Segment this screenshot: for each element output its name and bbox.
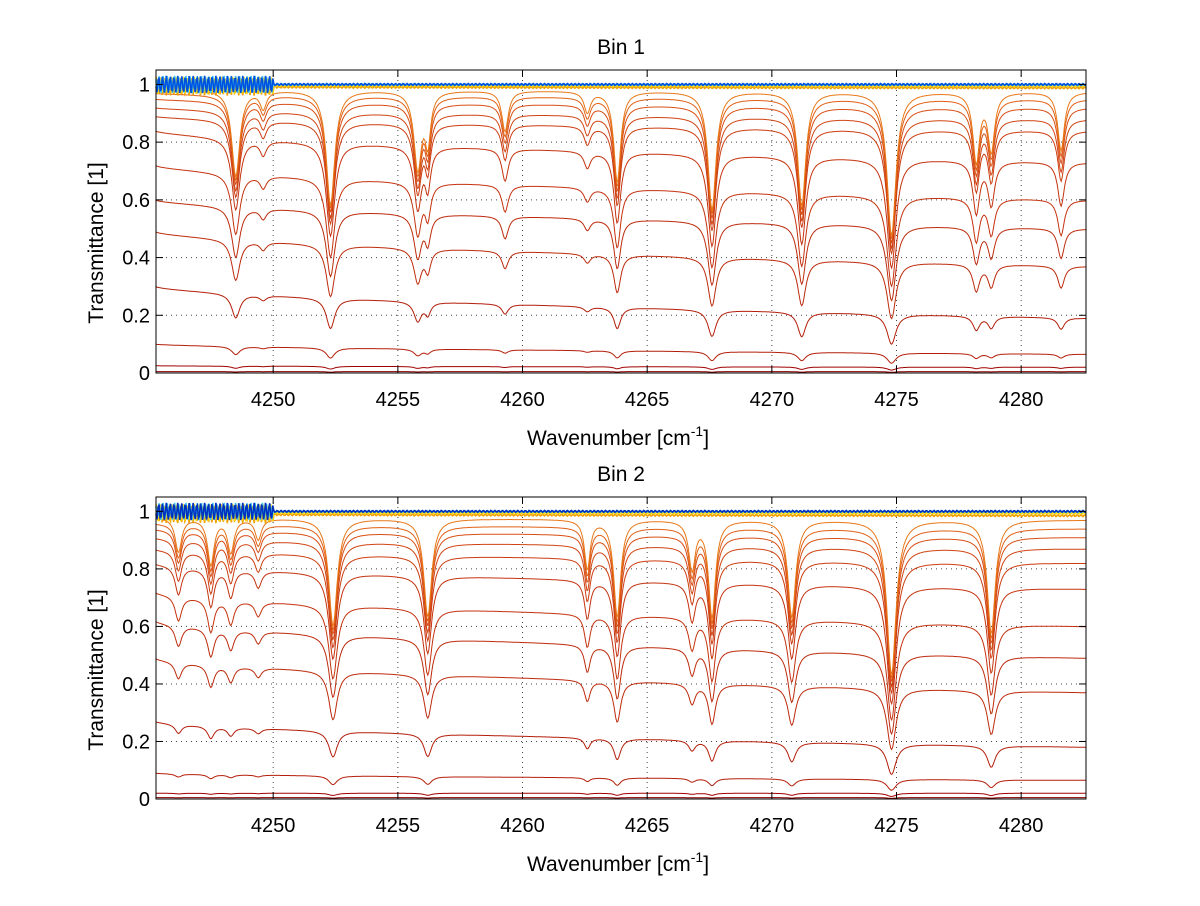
series-line-s2 — [156, 792, 1086, 797]
series-line-s10 — [155, 538, 1086, 689]
series-line-s2 — [156, 365, 1086, 371]
series-line-s6 — [155, 199, 1087, 302]
x-axis-label-sup: -1 — [691, 849, 704, 865]
series-line-s10 — [155, 107, 1087, 251]
x-axis-label-main: Wavenumber [cm — [527, 853, 691, 876]
y-tick-label: 0.6 — [122, 190, 150, 212]
series-line-s3 — [155, 772, 1086, 791]
x-axis-label-end: ] — [703, 853, 709, 876]
series-line-s9 — [155, 549, 1087, 695]
series-line-s6 — [155, 621, 1086, 736]
y-axis-label: Transmittance [1] — [85, 589, 108, 750]
y-tick-label: 0.2 — [122, 305, 150, 327]
series-line-s4 — [155, 286, 1086, 345]
series-line-s14 — [155, 77, 1087, 97]
series-line-s5 — [155, 658, 1087, 751]
series-line-s3 — [155, 343, 1086, 364]
y-tick-label: 0.4 — [122, 248, 150, 270]
subplot-title: Bin 2 — [597, 463, 645, 486]
x-tick-label: 4255 — [376, 389, 421, 411]
x-tick-label: 4250 — [251, 389, 296, 411]
y-tick-label: 0.8 — [122, 132, 150, 154]
series-line-s1 — [156, 797, 1086, 799]
x-axis-label: Wavenumber [cm-1] — [527, 423, 709, 450]
series-line-s4 — [155, 721, 1086, 776]
x-tick-label: 4255 — [376, 815, 421, 837]
x-tick-label: 4265 — [625, 389, 670, 411]
subplot-title: Bin 1 — [597, 36, 645, 59]
series-line-s5 — [155, 231, 1086, 320]
y-tick-label: 0 — [139, 789, 150, 811]
y-tick-label: 1 — [139, 74, 150, 96]
x-tick-label: 4275 — [874, 389, 919, 411]
y-tick-label: 0.2 — [122, 731, 150, 753]
y-tick-label: 0.6 — [122, 616, 150, 638]
x-tick-label: 4260 — [500, 815, 545, 837]
series-line-s7 — [155, 165, 1086, 288]
x-tick-label: 4275 — [874, 815, 919, 837]
series-line-s17 — [155, 75, 1087, 95]
x-tick-label: 4265 — [625, 815, 670, 837]
y-tick-label: 0 — [139, 363, 150, 385]
series-line-s13 — [155, 518, 1086, 675]
y-tick-label: 0.4 — [122, 674, 150, 696]
x-axis-label-main: Wavenumber [cm — [527, 427, 691, 450]
x-tick-label: 4250 — [251, 815, 296, 837]
series-line-s7 — [155, 592, 1086, 722]
subplot-bin-2: Bin 2 Transmittance [1] Wavenumber [cm-1… — [85, 463, 1087, 876]
y-tick-label: 0.8 — [122, 559, 150, 581]
x-axis-label: Wavenumber [cm-1] — [527, 849, 709, 876]
series-line-s17 — [155, 502, 1087, 521]
x-axis-label-sup: -1 — [691, 423, 704, 439]
series-line-s13 — [156, 88, 1087, 236]
y-axis-label: Transmittance [1] — [85, 162, 108, 323]
x-tick-label: 4280 — [999, 815, 1044, 837]
y-tick-label: 1 — [139, 501, 150, 523]
x-tick-label: 4270 — [750, 815, 795, 837]
axes-box — [155, 496, 1087, 800]
series-line-s9 — [155, 116, 1087, 256]
series-line-s1 — [156, 371, 1086, 373]
x-tick-label: 4260 — [500, 389, 545, 411]
x-axis-label-end: ] — [703, 427, 709, 450]
series-line-s14 — [155, 505, 1087, 525]
series-line-s8 — [155, 563, 1086, 706]
series-line-s8 — [155, 130, 1087, 270]
axes-box — [155, 69, 1087, 374]
x-tick-label: 4270 — [750, 389, 795, 411]
subplot-bin-1: Bin 1 Transmittance [1] Wavenumber [cm-1… — [85, 36, 1087, 450]
x-tick-label: 4280 — [999, 389, 1044, 411]
